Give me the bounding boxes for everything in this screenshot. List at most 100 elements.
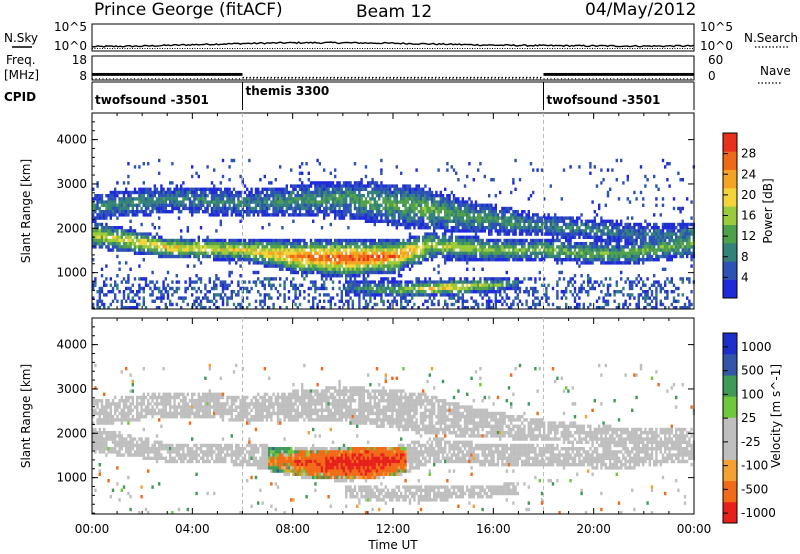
power-cell: [463, 280, 467, 284]
power-cell: [261, 210, 264, 214]
power-cell: [424, 242, 427, 246]
power-cell: [510, 242, 513, 246]
power-cell: [397, 200, 401, 204]
power-cell: [395, 283, 398, 287]
power-cell: [364, 248, 368, 252]
power-cell: [545, 251, 548, 255]
power-cell: [444, 229, 447, 233]
power-cell: [248, 203, 251, 207]
power-cell: [316, 187, 319, 191]
power-cell: [424, 213, 427, 217]
power-cell: [373, 248, 376, 252]
power-cell: [371, 293, 374, 297]
power-cell: [232, 238, 236, 243]
power-cell: [127, 277, 130, 281]
power-cell: [309, 190, 313, 195]
power-cell: [516, 277, 519, 281]
power-cell: [254, 261, 258, 265]
power-cell: [611, 248, 614, 252]
power-cell: [298, 165, 302, 169]
power-cell: [305, 245, 308, 249]
power-cell: [140, 232, 143, 236]
power-cell: [470, 258, 473, 262]
power-cell: [391, 280, 394, 284]
power-cell: [382, 299, 385, 303]
power-cell: [386, 280, 390, 284]
power-cell: [259, 178, 262, 182]
power-cell: [184, 206, 187, 211]
power-cell: [463, 245, 467, 249]
power-cell: [494, 203, 497, 207]
power-cell: [380, 261, 383, 265]
power-cell: [589, 162, 592, 166]
power-cell: [565, 235, 568, 239]
power-cell: [606, 235, 610, 239]
power-cell: [290, 206, 293, 211]
power-cell: [107, 245, 110, 249]
power-cell: [492, 277, 495, 281]
power-cell: [452, 277, 456, 281]
power-cell: [129, 226, 132, 230]
power-cell: [320, 277, 324, 281]
power-cell: [261, 238, 264, 243]
power-cell: [254, 194, 258, 198]
power-cell: [540, 219, 544, 223]
power-cell: [450, 229, 453, 233]
power-cell: [428, 219, 431, 223]
power-cell: [116, 206, 119, 211]
power-cell: [391, 200, 394, 204]
power-cell: [580, 251, 583, 255]
power-cell: [127, 174, 130, 179]
power-cell: [345, 254, 348, 259]
power-cell: [270, 190, 273, 195]
power-cell: [327, 267, 330, 271]
power-cell: [446, 245, 449, 249]
power-cell: [329, 264, 332, 268]
power-cell: [349, 187, 352, 191]
power-cell: [120, 200, 123, 204]
power-cell: [127, 194, 130, 198]
power-cell: [226, 251, 229, 255]
power-cell: [373, 238, 376, 243]
power-cell: [197, 286, 200, 291]
power-cell: [459, 222, 462, 227]
power-cell: [413, 213, 416, 217]
power-cell: [331, 242, 335, 246]
power-cell: [426, 258, 429, 262]
power-cell: [246, 206, 249, 211]
power-cell: [565, 232, 568, 236]
power-cell: [96, 302, 99, 307]
power-cell: [105, 213, 108, 217]
power-cell: [494, 280, 497, 284]
power-cell: [551, 216, 555, 220]
power-cell: [611, 261, 614, 265]
power-cell: [494, 216, 497, 220]
power-cell: [323, 270, 326, 275]
power-cell: [327, 254, 330, 259]
power-cell: [268, 293, 271, 297]
power-cell: [219, 245, 222, 249]
power-cell: [202, 187, 205, 191]
power-cell: [444, 216, 447, 220]
power-cell: [435, 293, 438, 297]
power-cell: [92, 296, 95, 300]
power-cell: [155, 190, 159, 195]
power-cell: [430, 238, 434, 243]
power-cell: [208, 306, 211, 310]
power-cell: [314, 203, 317, 207]
power-cell: [122, 293, 126, 297]
power-cell: [131, 238, 134, 243]
power-cell: [417, 245, 420, 249]
power-cell: [257, 245, 260, 249]
power-cell: [204, 194, 207, 198]
power-cell: [151, 280, 154, 284]
power-cell: [257, 213, 260, 217]
power-cell: [290, 283, 293, 287]
station-title: Prince George (fitACF): [94, 0, 283, 20]
power-cell: [274, 264, 277, 268]
power-cell: [472, 238, 475, 243]
power-cell: [334, 197, 337, 201]
power-cell: [547, 302, 550, 307]
power-cell: [393, 213, 396, 217]
power-cell: [230, 293, 233, 297]
